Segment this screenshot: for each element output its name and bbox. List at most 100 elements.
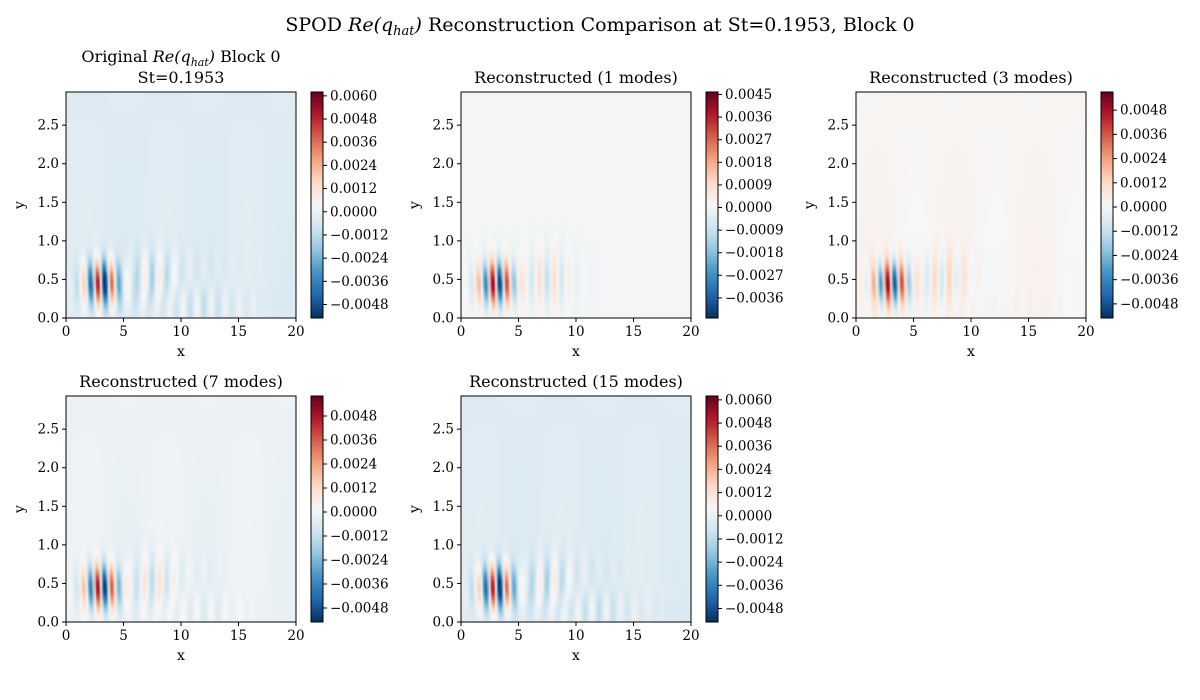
- y-tick-label: 2.5: [433, 422, 454, 438]
- x-tick-label: 15: [230, 628, 247, 644]
- colorbar-tick-label: 0.0009: [725, 177, 772, 193]
- y-tick-label: 1.5: [38, 499, 59, 515]
- y-tick-label: 1.5: [828, 195, 849, 211]
- colorbar-tick-label: 0.0048: [330, 112, 377, 128]
- heatmap-image: [461, 92, 691, 318]
- y-tick-label: 0.5: [433, 272, 454, 288]
- y-axis-label: y: [407, 505, 423, 514]
- heatmap-image: [66, 396, 296, 622]
- x-tick-label: 5: [514, 628, 523, 644]
- colorbar-tick-label: −0.0018: [725, 245, 784, 261]
- colorbar-tick-label: 0.0036: [330, 135, 377, 151]
- colorbar-tick-label: 0.0048: [1120, 103, 1167, 119]
- colorbar-tick-label: 0.0000: [330, 505, 377, 521]
- y-tick-label: 0.0: [828, 311, 849, 327]
- y-tick-label: 0.0: [433, 311, 454, 327]
- y-tick-label: 2.0: [433, 460, 454, 476]
- panel-title: Original Re(qhat) Block 0: [81, 47, 280, 69]
- x-tick-label: 20: [287, 628, 304, 644]
- x-tick-label: 5: [119, 628, 128, 644]
- colorbar-tick-label: 0.0024: [330, 457, 377, 473]
- heatmap-image: [856, 92, 1086, 318]
- y-tick-label: 1.0: [433, 233, 454, 249]
- colorbar-tick-label: 0.0000: [330, 204, 377, 220]
- y-tick-label: 2.5: [38, 118, 59, 134]
- x-tick-label: 0: [62, 324, 71, 340]
- panel-title: Reconstructed (7 modes): [79, 372, 283, 391]
- y-tick-label: 2.5: [38, 422, 59, 438]
- x-axis-label: x: [572, 648, 580, 664]
- y-tick-label: 1.0: [38, 233, 59, 249]
- colorbar-tick-label: −0.0024: [330, 553, 389, 569]
- colorbar-tick-label: 0.0048: [330, 409, 377, 425]
- colorbar-frame: [1100, 91, 1114, 319]
- colorbar-tick-label: 0.0048: [725, 416, 772, 432]
- y-tick-label: 0.5: [828, 272, 849, 288]
- colorbar-tick-label: 0.0018: [725, 155, 772, 171]
- colorbar-tick-label: −0.0048: [330, 601, 389, 617]
- y-tick-label: 0.5: [433, 576, 454, 592]
- y-tick-label: 2.0: [433, 156, 454, 172]
- y-tick-label: 2.0: [38, 156, 59, 172]
- colorbar-tick-label: 0.0012: [1120, 175, 1167, 191]
- colorbar-tick-label: −0.0036: [330, 577, 389, 593]
- x-axis-label: x: [177, 344, 185, 360]
- colorbar-tick-label: 0.0027: [725, 132, 772, 148]
- panel-title: Reconstructed (15 modes): [469, 372, 683, 391]
- heatmap-panel-2: Reconstructed (1 modes) 0 5 10 15 20 0.0 0.5 1.0…: [407, 68, 784, 360]
- x-tick-label: 15: [1020, 324, 1037, 340]
- x-tick-label: 20: [287, 324, 304, 340]
- panel-title-line2: St=0.1953: [138, 68, 225, 87]
- y-tick-label: 0.5: [38, 272, 59, 288]
- x-tick-label: 10: [172, 628, 189, 644]
- colorbar-tick-label: 0.0000: [1120, 200, 1167, 216]
- colorbar: [311, 396, 323, 622]
- x-tick-label: 0: [852, 324, 861, 340]
- colorbar-frame: [705, 395, 719, 623]
- y-axis-label: y: [12, 505, 28, 514]
- colorbar-tick-label: −0.0012: [330, 227, 389, 243]
- x-tick-label: 5: [514, 324, 523, 340]
- colorbar-tick-label: −0.0048: [330, 297, 389, 313]
- colorbar-tick-label: −0.0036: [725, 578, 784, 594]
- heatmap-panel-4: Reconstructed (7 modes) 0 5 10 15 20 0.0 0.5 1.0…: [12, 372, 389, 664]
- x-tick-label: 0: [62, 628, 71, 644]
- colorbar-tick-label: −0.0024: [725, 555, 784, 571]
- colorbar-tick-label: −0.0009: [725, 223, 784, 239]
- y-tick-label: 1.5: [433, 499, 454, 515]
- colorbar-tick-label: 0.0036: [1120, 127, 1167, 143]
- colorbar-frame: [705, 91, 719, 319]
- y-tick-label: 2.0: [38, 460, 59, 476]
- y-axis-label: y: [12, 201, 28, 210]
- colorbar: [706, 92, 718, 318]
- colorbar-tick-label: 0.0045: [725, 87, 772, 103]
- x-tick-label: 10: [172, 324, 189, 340]
- heatmap-panel-1: Original Re(qhat) Block 0St=0.1953 0 5 10 15…: [12, 47, 389, 360]
- x-tick-label: 15: [625, 628, 642, 644]
- y-tick-label: 1.0: [828, 233, 849, 249]
- x-tick-label: 10: [962, 324, 979, 340]
- colorbar-tick-label: 0.0000: [725, 200, 772, 216]
- x-tick-label: 20: [682, 324, 699, 340]
- x-tick-label: 10: [567, 324, 584, 340]
- heatmap-image: [461, 396, 691, 622]
- colorbar-tick-label: 0.0036: [725, 110, 772, 126]
- y-tick-label: 2.0: [828, 156, 849, 172]
- colorbar-tick-label: −0.0012: [1120, 224, 1179, 240]
- y-tick-label: 1.0: [38, 537, 59, 553]
- colorbar-tick-label: −0.0036: [330, 274, 389, 290]
- colorbar-frame: [310, 91, 324, 319]
- colorbar-tick-label: 0.0000: [725, 508, 772, 524]
- colorbar-tick-label: −0.0048: [725, 601, 784, 617]
- colorbar-tick-label: −0.0048: [1120, 296, 1179, 312]
- colorbar-tick-label: −0.0036: [1120, 272, 1179, 288]
- y-tick-label: 2.5: [828, 118, 849, 134]
- colorbar-tick-label: 0.0024: [330, 158, 377, 174]
- heatmap-image: [66, 92, 296, 318]
- x-axis-label: x: [177, 648, 185, 664]
- x-tick-label: 0: [457, 628, 466, 644]
- y-tick-label: 1.5: [433, 195, 454, 211]
- colorbar-tick-label: 0.0036: [725, 439, 772, 455]
- y-axis-label: y: [407, 201, 423, 210]
